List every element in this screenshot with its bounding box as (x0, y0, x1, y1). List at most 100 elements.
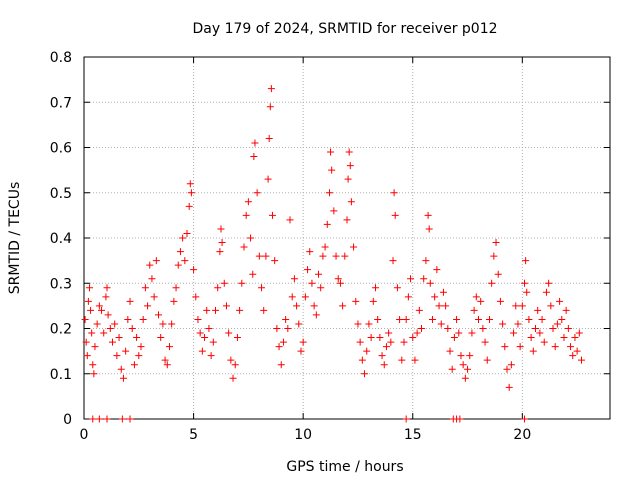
data-point (288, 293, 296, 301)
data-point (82, 338, 90, 346)
data-point (240, 243, 248, 251)
data-point (304, 266, 312, 274)
data-point (332, 252, 340, 260)
data-point (220, 279, 228, 287)
data-point (556, 297, 564, 305)
data-point (95, 302, 103, 310)
data-point (485, 315, 493, 323)
data-point (350, 243, 358, 251)
data-points (81, 85, 586, 423)
data-point (122, 347, 130, 355)
data-point (334, 275, 342, 283)
data-point (201, 334, 209, 342)
data-point (321, 243, 329, 251)
data-point (466, 352, 474, 360)
data-point (521, 279, 529, 287)
data-point (341, 252, 349, 260)
data-point (369, 297, 377, 305)
y-axis-label: SRMTID / TECUs (7, 182, 23, 295)
data-point (538, 315, 546, 323)
data-point (317, 284, 325, 292)
data-point (521, 415, 529, 423)
data-point (250, 153, 258, 161)
data-point (420, 275, 428, 283)
data-point (356, 338, 364, 346)
grid-lines (84, 57, 610, 419)
data-point (442, 302, 450, 310)
data-point (547, 302, 555, 310)
data-point (95, 415, 103, 423)
data-point (249, 270, 257, 278)
y-tick-label: 0.7 (50, 95, 72, 111)
data-point (344, 175, 352, 183)
data-point (81, 315, 89, 323)
data-point (562, 306, 570, 314)
data-point (159, 320, 167, 328)
data-point (163, 361, 171, 369)
data-point (308, 279, 316, 287)
data-point (106, 325, 114, 332)
data-point (456, 415, 464, 423)
data-point (93, 320, 101, 328)
data-point (371, 284, 379, 292)
data-point (84, 297, 92, 305)
data-point (218, 239, 226, 247)
data-point (126, 415, 134, 423)
data-point (319, 252, 327, 260)
data-point (402, 415, 410, 423)
data-point (111, 320, 119, 328)
data-point (192, 293, 200, 301)
data-point (118, 415, 126, 423)
data-point (150, 293, 158, 301)
data-point (89, 361, 97, 369)
data-point (479, 325, 487, 332)
data-point (522, 257, 530, 265)
data-point (214, 284, 222, 292)
data-point (385, 329, 393, 337)
data-point (507, 361, 515, 369)
data-point (103, 415, 111, 423)
data-point (258, 284, 266, 292)
data-point (255, 252, 263, 260)
x-tick-label: 15 (404, 427, 422, 443)
y-tick-label: 0.2 (50, 322, 72, 338)
data-point (354, 320, 362, 328)
data-point (128, 325, 136, 332)
data-point (413, 329, 421, 337)
data-point (279, 338, 287, 346)
data-point (229, 374, 237, 382)
data-point (277, 361, 285, 369)
data-point (238, 279, 246, 287)
data-point (558, 315, 566, 323)
data-point (536, 329, 544, 337)
data-point (448, 365, 456, 373)
data-point (459, 361, 467, 369)
data-point (387, 338, 395, 346)
data-point (315, 270, 323, 278)
data-point (510, 329, 518, 337)
data-point (575, 329, 583, 337)
data-point (382, 343, 390, 351)
data-point (233, 334, 241, 342)
data-point (325, 189, 333, 197)
data-point (157, 334, 165, 342)
data-point (457, 352, 465, 360)
data-point (196, 329, 204, 337)
data-point (187, 189, 195, 197)
data-point (328, 166, 336, 174)
data-point (573, 347, 581, 355)
data-point (398, 356, 406, 364)
data-point (523, 288, 531, 296)
data-point (286, 216, 294, 224)
data-point (312, 311, 320, 319)
data-point (475, 315, 482, 323)
data-point (431, 293, 439, 301)
data-point (439, 288, 447, 296)
data-point (260, 306, 268, 314)
data-point (265, 134, 273, 142)
data-point (578, 356, 586, 364)
data-point (126, 297, 134, 305)
data-point (553, 320, 561, 328)
data-point (531, 325, 539, 332)
data-point (450, 334, 458, 342)
